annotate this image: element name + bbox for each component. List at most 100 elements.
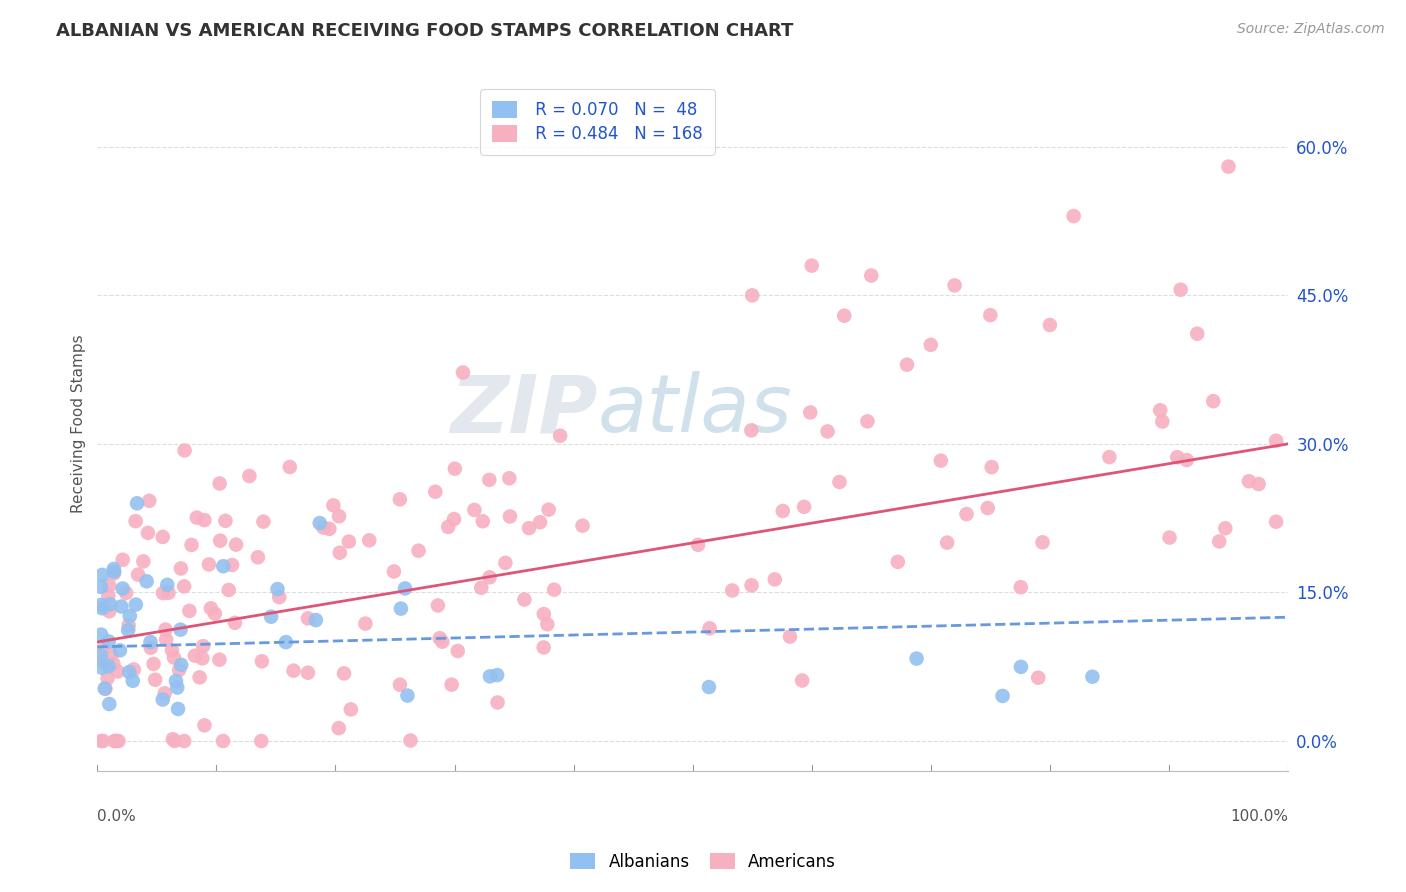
- Point: [447, 644, 470, 658]
- Point: [486, 696, 509, 710]
- Point: [832, 309, 855, 323]
- Point: [170, 657, 193, 672]
- Point: [887, 555, 910, 569]
- Point: [135, 574, 157, 589]
- Point: [157, 586, 180, 600]
- Point: [1010, 660, 1032, 674]
- Point: [212, 734, 235, 748]
- Point: [173, 734, 195, 748]
- Point: [533, 640, 555, 655]
- Point: [1247, 477, 1270, 491]
- Point: [429, 631, 451, 645]
- Point: [225, 538, 247, 552]
- Point: [389, 601, 412, 615]
- Point: [167, 702, 190, 716]
- Point: [537, 502, 560, 516]
- Point: [1026, 671, 1049, 685]
- Legend:  R = 0.070   N =  48,  R = 0.484   N = 168: R = 0.070 N = 48, R = 0.484 N = 168: [481, 89, 714, 154]
- Point: [163, 650, 186, 665]
- Point: [266, 582, 288, 596]
- Point: [125, 598, 148, 612]
- Point: [437, 520, 460, 534]
- Point: [274, 635, 297, 649]
- Point: [160, 643, 183, 657]
- Point: [297, 611, 319, 625]
- Point: [103, 562, 125, 576]
- Point: [198, 558, 221, 572]
- Point: [529, 515, 551, 529]
- Point: [312, 520, 335, 534]
- Text: 100.0%: 100.0%: [1230, 809, 1288, 824]
- Y-axis label: Receiving Food Stamps: Receiving Food Stamps: [72, 334, 86, 514]
- Text: ALBANIAN VS AMERICAN RECEIVING FOOD STAMPS CORRELATION CHART: ALBANIAN VS AMERICAN RECEIVING FOOD STAM…: [56, 22, 793, 40]
- Point: [408, 543, 430, 558]
- Point: [740, 423, 762, 437]
- Point: [388, 492, 411, 507]
- Point: [163, 734, 186, 748]
- Point: [98, 578, 121, 592]
- Point: [191, 639, 214, 653]
- Point: [856, 414, 879, 428]
- Point: [105, 734, 128, 748]
- Point: [193, 718, 215, 732]
- Point: [432, 634, 454, 648]
- Point: [382, 565, 405, 579]
- Point: [180, 538, 202, 552]
- Point: [463, 503, 485, 517]
- Point: [451, 366, 474, 380]
- Point: [132, 554, 155, 568]
- Point: [162, 732, 184, 747]
- Point: [792, 673, 814, 688]
- Point: [214, 514, 236, 528]
- Point: [94, 681, 117, 696]
- Point: [91, 661, 114, 675]
- Point: [136, 525, 159, 540]
- Point: [111, 582, 134, 596]
- Point: [209, 533, 232, 548]
- Point: [1098, 450, 1121, 464]
- Text: atlas: atlas: [598, 371, 792, 450]
- Point: [478, 669, 501, 683]
- Point: [179, 604, 201, 618]
- Point: [478, 473, 501, 487]
- Point: [905, 651, 928, 665]
- Point: [90, 627, 112, 641]
- Point: [94, 681, 117, 696]
- Point: [193, 513, 215, 527]
- Point: [108, 643, 131, 657]
- Point: [328, 509, 350, 524]
- Point: [152, 692, 174, 706]
- Point: [122, 662, 145, 676]
- Point: [191, 651, 214, 665]
- Point: [297, 665, 319, 680]
- Point: [283, 664, 305, 678]
- Point: [115, 586, 138, 600]
- Point: [107, 734, 129, 748]
- Point: [533, 607, 555, 621]
- Point: [779, 630, 801, 644]
- Point: [170, 561, 193, 575]
- Point: [440, 678, 463, 692]
- Point: [1218, 160, 1240, 174]
- Point: [152, 530, 174, 544]
- Point: [977, 501, 1000, 516]
- Point: [169, 623, 191, 637]
- Point: [1152, 415, 1174, 429]
- Legend: Albanians, Americans: Albanians, Americans: [562, 845, 844, 880]
- Point: [121, 673, 143, 688]
- Point: [118, 609, 141, 624]
- Point: [308, 516, 330, 530]
- Point: [90, 648, 112, 663]
- Point: [269, 590, 291, 604]
- Point: [165, 673, 187, 688]
- Point: [359, 533, 381, 548]
- Point: [117, 623, 139, 637]
- Point: [173, 443, 195, 458]
- Point: [793, 500, 815, 514]
- Point: [571, 518, 593, 533]
- Point: [91, 655, 114, 669]
- Point: [388, 678, 411, 692]
- Point: [200, 601, 222, 615]
- Point: [1175, 453, 1198, 467]
- Point: [212, 559, 235, 574]
